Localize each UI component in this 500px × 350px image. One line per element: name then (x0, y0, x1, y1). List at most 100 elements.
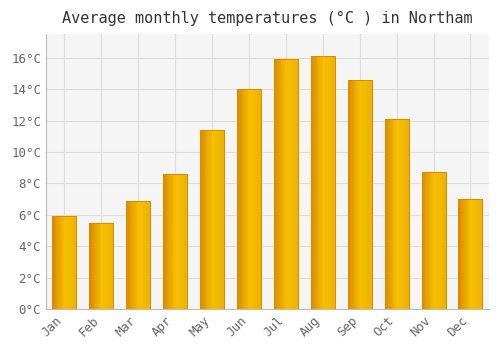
Bar (290, 60, 292, 309)
Bar (55, 216, 56, 309)
Bar (292, 60, 293, 309)
Bar (406, 119, 407, 309)
Bar (176, 174, 178, 309)
Bar (246, 89, 248, 309)
Bar (108, 223, 110, 309)
Bar (130, 201, 131, 309)
Bar (74, 216, 76, 309)
Bar (326, 56, 328, 309)
Bar (370, 80, 372, 309)
Bar (286, 60, 287, 309)
Bar (204, 130, 205, 309)
Bar (464, 199, 466, 309)
Bar (92, 223, 93, 309)
Bar (278, 60, 279, 309)
Bar (325, 56, 326, 309)
Bar (358, 80, 360, 309)
Bar (274, 60, 298, 309)
Bar (324, 56, 326, 309)
Bar (364, 80, 366, 309)
Bar (99, 223, 100, 309)
Bar (134, 201, 136, 309)
Bar (90, 223, 114, 309)
Bar (255, 89, 256, 309)
Bar (163, 174, 164, 309)
Bar (52, 216, 54, 309)
Bar (476, 199, 478, 309)
Bar (96, 223, 98, 309)
Bar (148, 201, 149, 309)
Bar (468, 199, 469, 309)
Bar (329, 56, 330, 309)
Bar (63, 216, 64, 309)
Bar (58, 216, 59, 309)
Bar (354, 80, 355, 309)
Bar (243, 89, 244, 309)
Bar (313, 56, 314, 309)
Bar (437, 172, 438, 309)
Bar (311, 56, 335, 309)
Bar (422, 172, 424, 309)
Bar (172, 174, 173, 309)
Bar (250, 89, 252, 309)
Bar (393, 119, 394, 309)
Bar (312, 56, 314, 309)
Bar (387, 119, 388, 309)
Bar (136, 201, 137, 309)
Bar (458, 199, 460, 309)
Bar (402, 119, 404, 309)
Bar (362, 80, 364, 309)
Bar (404, 119, 405, 309)
Bar (248, 89, 249, 309)
Bar (100, 223, 102, 309)
Bar (137, 201, 138, 309)
Bar (478, 199, 479, 309)
Bar (348, 80, 349, 309)
Bar (424, 172, 425, 309)
Bar (480, 199, 482, 309)
Bar (68, 216, 70, 309)
Bar (138, 201, 140, 309)
Bar (126, 201, 150, 309)
Bar (168, 174, 169, 309)
Bar (210, 130, 211, 309)
Bar (208, 130, 210, 309)
Bar (320, 56, 322, 309)
Bar (328, 56, 329, 309)
Bar (349, 80, 350, 309)
Bar (202, 130, 203, 309)
Bar (60, 216, 61, 309)
Bar (75, 216, 76, 309)
Bar (463, 199, 464, 309)
Bar (56, 216, 58, 309)
Bar (384, 119, 386, 309)
Bar (461, 199, 462, 309)
Bar (284, 60, 286, 309)
Bar (334, 56, 335, 309)
Bar (205, 130, 206, 309)
Bar (290, 60, 291, 309)
Bar (293, 60, 294, 309)
Bar (431, 172, 432, 309)
Bar (282, 60, 284, 309)
Bar (146, 201, 148, 309)
Bar (366, 80, 367, 309)
Bar (276, 60, 278, 309)
Bar (281, 60, 282, 309)
Bar (106, 223, 108, 309)
Bar (330, 56, 332, 309)
Bar (170, 174, 172, 309)
Bar (473, 199, 474, 309)
Bar (469, 199, 470, 309)
Bar (294, 60, 296, 309)
Bar (163, 174, 187, 309)
Bar (102, 223, 104, 309)
Bar (319, 56, 320, 309)
Bar (360, 80, 361, 309)
Bar (348, 80, 372, 309)
Bar (200, 130, 202, 309)
Bar (90, 223, 92, 309)
Bar (316, 56, 317, 309)
Bar (474, 199, 476, 309)
Bar (422, 172, 423, 309)
